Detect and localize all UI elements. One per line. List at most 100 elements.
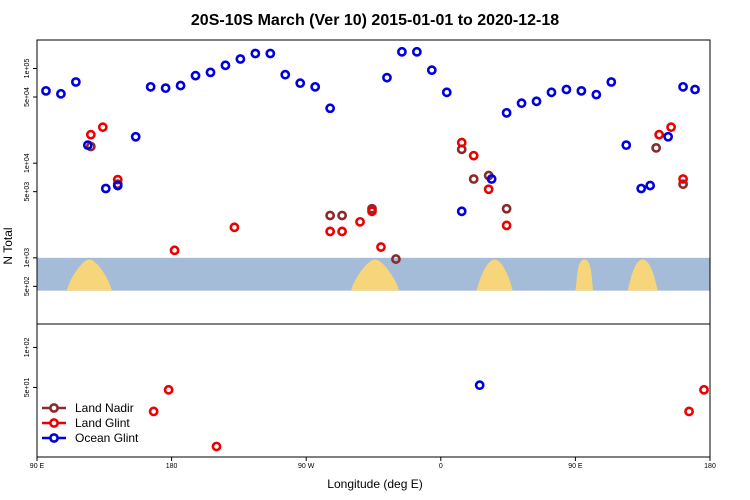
land-patch bbox=[351, 259, 399, 291]
land-glint-point bbox=[355, 216, 365, 227]
ocean-glint-point bbox=[606, 77, 617, 87]
plot-frame bbox=[36, 39, 711, 458]
land-glint-point bbox=[699, 384, 709, 395]
ocean-glint-point bbox=[130, 131, 141, 142]
land-glint-point bbox=[501, 220, 512, 231]
ocean-glint-point bbox=[70, 77, 81, 87]
ocean-glint-point bbox=[576, 85, 587, 96]
legend-label-land-nadir: Land Nadir bbox=[75, 401, 134, 415]
ocean-glint-point bbox=[82, 140, 93, 151]
land-glint-point bbox=[85, 129, 96, 140]
land-nadir-point bbox=[468, 174, 479, 184]
ocean-glint-point bbox=[160, 83, 171, 94]
land-nadir-point bbox=[651, 142, 662, 153]
ocean-glint-point bbox=[265, 48, 276, 59]
land-nadir-point bbox=[501, 203, 512, 214]
ocean-glint-point bbox=[411, 46, 422, 57]
land-glint-point bbox=[483, 184, 494, 195]
land-glint-point bbox=[97, 122, 108, 133]
y-axis-lower: 5e+01 1e+02 bbox=[24, 337, 37, 397]
land-glint-point bbox=[163, 384, 174, 395]
x-tick-label: 90 W bbox=[298, 463, 315, 470]
ocean-glint-point bbox=[190, 70, 201, 81]
chart-title: 20S-10S March (Ver 10) 2015-01-01 to 202… bbox=[191, 12, 559, 29]
land-glint-point bbox=[211, 441, 222, 452]
y-tick-label: 1e+04 bbox=[24, 153, 31, 173]
land-glint-point bbox=[367, 206, 377, 217]
ocean-glint-point bbox=[220, 60, 231, 71]
ocean-glint-point bbox=[621, 140, 632, 151]
legend-marker-land-glint bbox=[49, 418, 59, 428]
x-tick-label: 90 E bbox=[568, 463, 583, 470]
ocean-glint-point bbox=[175, 80, 186, 91]
ocean-glint-point bbox=[645, 180, 656, 191]
ocean-glint-point bbox=[145, 81, 156, 92]
ocean-glint-point bbox=[531, 96, 542, 107]
ocean-glint-point bbox=[310, 81, 321, 92]
ocean-glint-point bbox=[474, 380, 485, 391]
ocean-glint-point bbox=[205, 67, 216, 78]
ocean-glint-point bbox=[678, 81, 688, 92]
land-glint-point bbox=[169, 245, 180, 256]
land-glint-point bbox=[468, 150, 479, 161]
data-points bbox=[41, 46, 709, 452]
ocean-glint-point bbox=[397, 46, 407, 57]
legend-label-ocean-glint: Ocean Glint bbox=[75, 431, 139, 445]
land-glint-point bbox=[325, 226, 336, 237]
land-glint-point bbox=[654, 129, 665, 140]
land-glint-point bbox=[376, 242, 386, 252]
legend-label-land-glint: Land Glint bbox=[75, 416, 130, 430]
ocean-glint-point bbox=[100, 183, 111, 194]
ocean-glint-point bbox=[516, 98, 527, 109]
x-tick-label: 0 bbox=[439, 463, 443, 470]
ocean-glint-point bbox=[690, 84, 700, 95]
land-patch bbox=[476, 259, 513, 291]
y-tick-label: 5e+03 bbox=[24, 182, 31, 202]
ocean-glint-point bbox=[235, 54, 246, 64]
ocean-glint-point bbox=[295, 78, 306, 89]
land-glint-point bbox=[684, 406, 694, 417]
land-glint-point bbox=[456, 137, 467, 148]
x-tick-label: 90 E bbox=[30, 463, 45, 470]
ocean-glint-point bbox=[56, 88, 66, 99]
land-glint-point bbox=[148, 406, 159, 417]
legend-marker-land-nadir bbox=[49, 403, 59, 413]
ocean-glint-point bbox=[426, 65, 437, 76]
y-axis-upper: 5e+02 1e+03 5e+03 1e+04 5e+04 1e+05 bbox=[24, 59, 37, 296]
land-patch bbox=[66, 259, 112, 291]
ocean-glint-point bbox=[486, 174, 497, 184]
ocean-glint-point bbox=[280, 69, 291, 80]
y-tick-label: 1e+03 bbox=[24, 248, 31, 268]
ocean-glint-point bbox=[561, 84, 572, 95]
ocean-glint-point bbox=[382, 72, 392, 83]
ocean-glint-point bbox=[546, 87, 557, 98]
y-tick-label: 5e+04 bbox=[24, 87, 31, 107]
land-nadir-point bbox=[678, 179, 688, 190]
ocean-glint-point bbox=[636, 183, 647, 194]
legend-marker-ocean-glint bbox=[49, 433, 59, 443]
map-strip bbox=[37, 257, 710, 291]
x-tick-label: 180 bbox=[166, 463, 178, 470]
ocean-glint-point bbox=[591, 89, 602, 100]
y-tick-label: 5e+01 bbox=[24, 378, 31, 398]
y-tick-label: 1e+05 bbox=[24, 59, 31, 79]
land-nadir-point bbox=[391, 254, 401, 264]
ocean-glint-point bbox=[112, 180, 123, 191]
land-glint-point bbox=[666, 122, 677, 133]
ocean-glint-point bbox=[663, 131, 674, 142]
ocean-glint-point bbox=[41, 85, 51, 96]
land-glint-point bbox=[337, 226, 347, 237]
ocean-glint-point bbox=[325, 103, 336, 114]
land-patch bbox=[627, 259, 658, 291]
y-axis-label: N Total bbox=[1, 227, 15, 264]
ocean-glint-point bbox=[441, 87, 452, 98]
x-axis: 90 E 180 90 W 0 90 E 180 bbox=[30, 457, 716, 470]
land-glint-point bbox=[229, 222, 240, 233]
y-tick-label: 1e+02 bbox=[24, 337, 31, 357]
land-nadir-point bbox=[325, 210, 336, 221]
x-tick-label: 180 bbox=[704, 463, 716, 470]
x-axis-label: Longitude (deg E) bbox=[327, 477, 422, 491]
ocean-glint-point bbox=[456, 206, 467, 217]
